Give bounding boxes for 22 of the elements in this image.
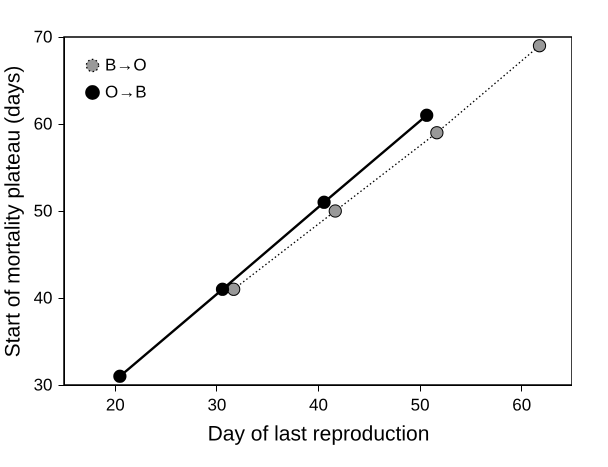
point bbox=[328, 204, 342, 218]
x-tick-label: 50 bbox=[410, 396, 430, 414]
point bbox=[420, 108, 434, 122]
y-tick-label: 50 bbox=[34, 202, 52, 220]
y-tick-label: 30 bbox=[34, 376, 52, 394]
x-tick-label: 30 bbox=[207, 396, 226, 414]
legend-label: O→B bbox=[105, 82, 147, 102]
x-tick-label: 60 bbox=[512, 396, 532, 414]
point bbox=[430, 126, 444, 140]
y-axis-title: Start of mortality plateau (days) bbox=[2, 66, 25, 358]
y-tick-label: 40 bbox=[34, 288, 52, 308]
x-tick-label: 20 bbox=[106, 396, 125, 414]
y-tick-label: 70 bbox=[34, 28, 52, 46]
point bbox=[532, 39, 546, 52]
x-tick-label: 40 bbox=[309, 396, 328, 414]
point bbox=[216, 282, 230, 296]
point bbox=[113, 370, 127, 383]
point bbox=[227, 282, 240, 296]
legend-label: B→O bbox=[105, 56, 147, 74]
y-tick-label: 60 bbox=[34, 114, 52, 134]
x-axis-title: Day of last reproduction bbox=[208, 422, 430, 446]
point bbox=[317, 196, 331, 209]
